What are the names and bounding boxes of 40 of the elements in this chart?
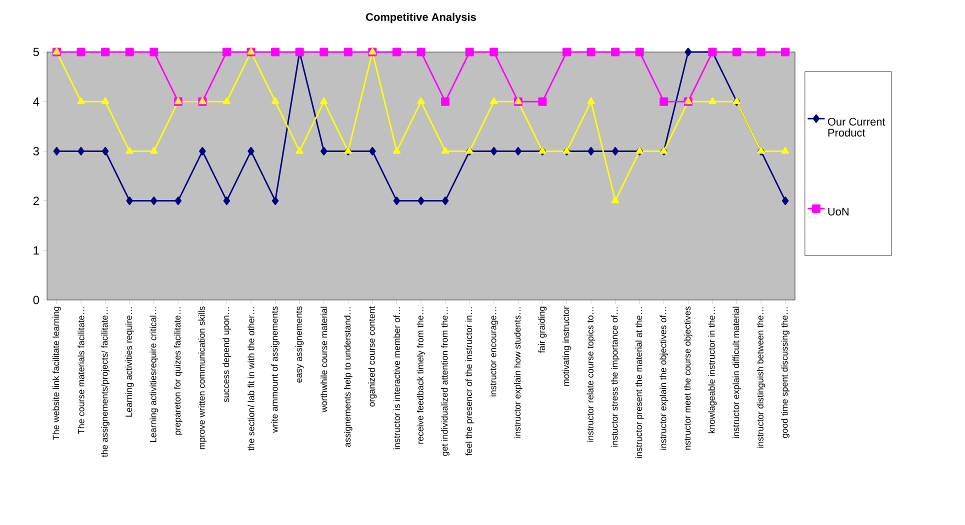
x-tick-label: instructor relate course topics to… — [586, 307, 596, 442]
x-tick-label: good time spent discussing the… — [781, 307, 790, 438]
x-tick-label: instructor explain the objectives of… — [660, 307, 668, 450]
y-tick-label: 0 — [33, 296, 40, 304]
y-tick-label: 1 — [34, 246, 39, 255]
y-tick-label: 3 — [33, 146, 39, 156]
legend-label: UoN — [828, 208, 848, 216]
x-tick-label: feel the presencr of the instructor in… — [465, 307, 474, 456]
x-tick-label: instuctor stress the importance of… — [611, 307, 620, 447]
x-tick-label: Learning activities require… — [125, 307, 134, 417]
x-tick-label: The course materials facilitate… — [78, 307, 84, 434]
x-tick-label: worthwhile course material — [320, 306, 328, 412]
x-tick-label: nstructor meet the course objectives — [684, 306, 692, 450]
y-tick-label: 5 — [33, 48, 39, 56]
x-tick-label: instructor present the material at the… — [635, 307, 644, 458]
x-tick-label: the assignements/projects/ facilitate… — [101, 307, 110, 458]
x-tick-label: knowlageable instructor in the… — [708, 307, 717, 434]
x-tick-label: the section/ lab fit in with the other… — [248, 307, 254, 451]
x-tick-label: assignements help to understand… — [344, 307, 352, 447]
x-tick-label: organized course content — [368, 306, 377, 407]
x-tick-label: success depend upon… — [222, 307, 231, 402]
x-tick-label: The website link facilitate learning — [52, 306, 61, 440]
legend-label: Our Current Product — [828, 118, 886, 137]
x-tick-label: instructor explain how students… — [514, 307, 522, 438]
x-tick-label: easy assignements — [295, 306, 304, 383]
x-tick-label: get individualized attention from the… — [441, 307, 450, 456]
y-tick-label: 2 — [33, 196, 39, 205]
x-tick-label: instructor distinguish between the… — [756, 307, 766, 448]
chart-title: Competitive Analysis — [366, 12, 476, 24]
x-tick-label: fair graiding — [538, 306, 547, 353]
x-tick-label: Learning activitiesrequire critical… — [150, 307, 158, 442]
x-tick-label: instructor encourage… — [490, 307, 498, 396]
x-tick-label: mprove written communication skills — [198, 306, 207, 450]
x-tick-label: instructor is interactive member of… — [393, 307, 400, 450]
x-tick-label: receive feedback timely from the… — [416, 307, 426, 444]
x-tick-label: motivating instructor — [562, 306, 571, 386]
x-tick-label: prepareton for quizes facilitate… — [174, 307, 182, 435]
x-tick-label: instructor explain difficult material — [732, 306, 741, 438]
x-tick-label: write ammount of assignements — [271, 306, 280, 433]
y-tick-label: 4 — [33, 97, 40, 106]
